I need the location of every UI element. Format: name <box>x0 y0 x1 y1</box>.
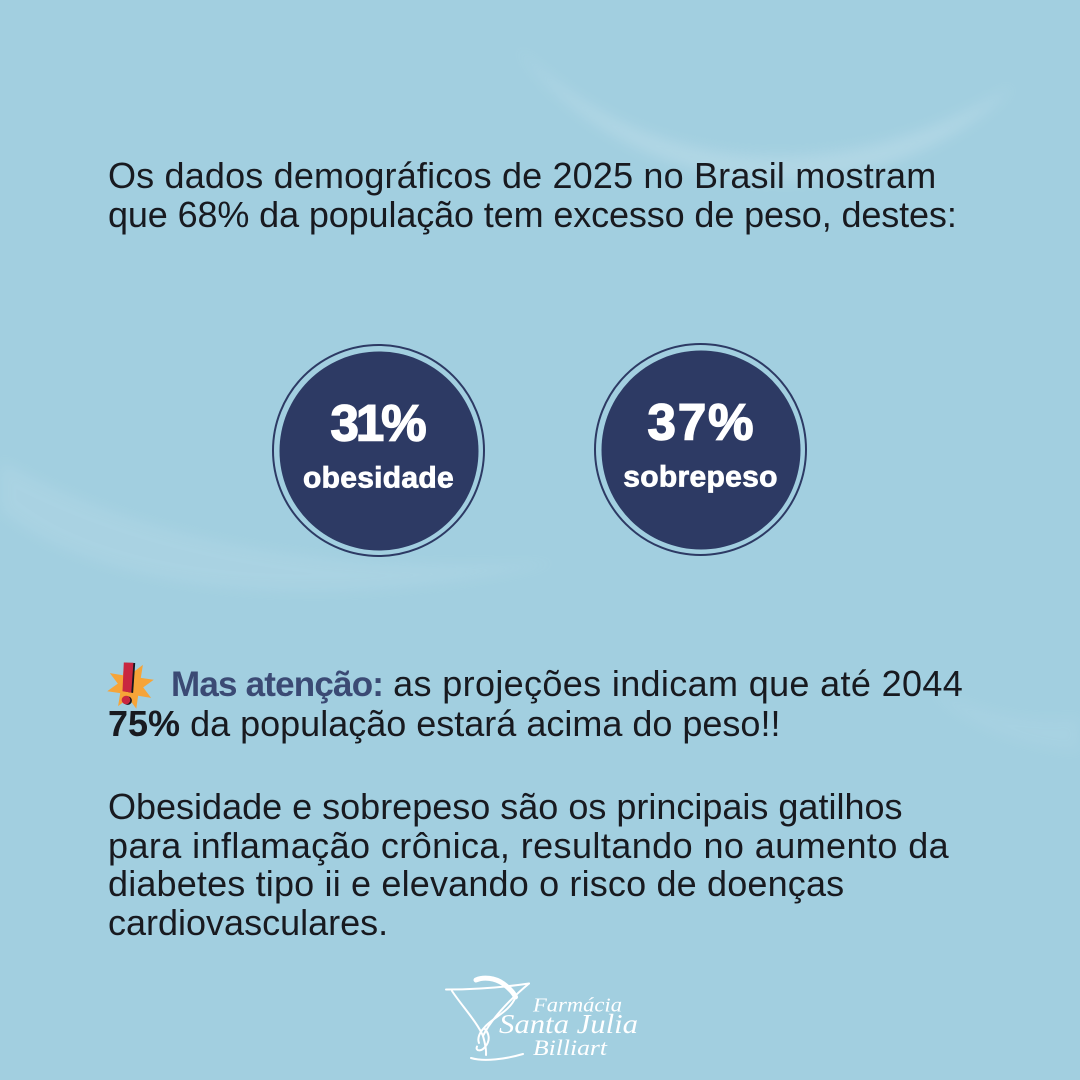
svg-text:Billiart: Billiart <box>533 1035 608 1060</box>
svg-text:Farmácia: Farmácia <box>532 995 622 1017</box>
svg-text:Santa Julia: Santa Julia <box>499 1009 638 1039</box>
